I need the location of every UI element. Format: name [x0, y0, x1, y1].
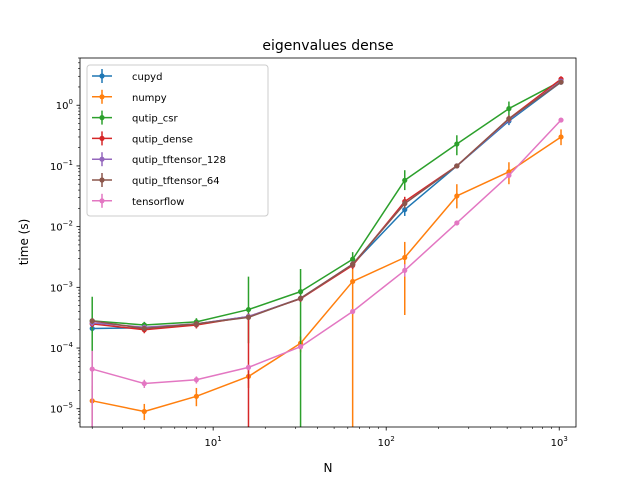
y-tick-label: 10−5 [50, 402, 73, 416]
legend-swatch-marker [99, 156, 105, 162]
series-line-numpy [92, 136, 562, 413]
data-point-qutip-tftensor-64 [245, 314, 252, 320]
legend-entry-tensorflow: tensorflow [92, 193, 184, 208]
data-point-qutip-csr [454, 141, 460, 147]
x-axis-label: N [324, 461, 333, 475]
data-point-tensorflow [402, 267, 408, 274]
data-point-qutip-csr [402, 177, 408, 183]
x-tick-label: 101 [205, 435, 222, 449]
data-point-numpy [193, 393, 199, 399]
legend-label: qutip_dense [132, 134, 193, 145]
legend-entry-qutip-dense: qutip_dense [92, 131, 193, 146]
data-point-tensorflow [245, 364, 252, 370]
legend-label: cupyd [132, 72, 162, 83]
data-point-cupyd [402, 207, 408, 213]
data-point-tensorflow [297, 344, 304, 350]
data-point-qutip-tftensor-64 [454, 163, 460, 169]
legend-entry-numpy: numpy [92, 89, 167, 104]
data-point-numpy [402, 254, 408, 261]
legend-swatch-marker [99, 198, 105, 204]
series-tensorflow [89, 117, 564, 427]
data-point-tensorflow [141, 380, 147, 387]
data-point-numpy [141, 408, 147, 415]
legend-swatch-marker [99, 177, 105, 183]
data-point-qutip-csr [350, 256, 356, 262]
legend-entry-cupyd: cupyd [92, 69, 162, 83]
legend-swatch-marker [99, 135, 105, 141]
legend-label: qutip_tftensor_64 [132, 176, 220, 187]
legend-label: qutip_csr [132, 114, 178, 125]
series-line-tensorflow [92, 119, 562, 385]
data-point-qutip-tftensor-64 [89, 318, 95, 324]
legend-swatch-marker [99, 115, 105, 121]
x-tick-label: 103 [551, 435, 568, 449]
axes-frame [79, 57, 577, 428]
series-line-qutip-tftensor-64 [92, 81, 562, 330]
legend-box [86, 64, 269, 217]
data-point-qutip-tftensor-64 [506, 116, 512, 122]
data-point-qutip-csr [297, 289, 304, 295]
chart-title: eigenvalues dense [262, 38, 393, 54]
data-point-qutip-tftensor-64 [558, 79, 564, 85]
legend: cupyd numpy qutip_csr qutip_dense qutip_tfte… [86, 64, 269, 217]
data-point-qutip-tftensor-64 [402, 200, 408, 207]
data-point-qutip-csr [506, 106, 512, 112]
data-point-tensorflow [558, 117, 564, 123]
data-point-qutip-tftensor-64 [297, 295, 304, 301]
x-tick-label: 102 [378, 435, 395, 449]
legend-entry-qutip-tftensor-128: qutip_tftensor_128 [92, 152, 226, 167]
y-axis-label: time (s) [17, 219, 31, 266]
legend-label: qutip_tftensor_128 [132, 155, 226, 166]
legend-entry-qutip-tftensor-64: qutip_tftensor_64 [92, 173, 220, 187]
plot-area [89, 76, 564, 427]
y-tick-label: 10−3 [50, 280, 73, 294]
axes: 101 102 103 10−5 10−4 10−3 10−2 10−1 100 [50, 57, 577, 449]
data-point-tensorflow [89, 366, 95, 372]
data-point-qutip-tftensor-64 [350, 261, 356, 267]
data-point-tensorflow [506, 172, 512, 178]
data-point-numpy [558, 134, 564, 140]
series-line-qutip-csr [92, 80, 562, 326]
y-tick-label: 100 [56, 98, 73, 112]
legend-swatch-marker [99, 94, 105, 100]
data-point-tensorflow [193, 377, 199, 383]
data-point-numpy [350, 278, 356, 285]
series-qutip-tftensor-64 [89, 79, 564, 332]
data-point-numpy [454, 193, 460, 199]
data-point-qutip-tftensor-64 [193, 321, 199, 327]
data-point-qutip-csr [245, 306, 252, 313]
legend-entry-qutip-csr: qutip_csr [92, 110, 178, 125]
legend-label: tensorflow [132, 197, 184, 208]
y-tick-label: 10−4 [50, 341, 74, 355]
data-point-qutip-tftensor-64 [141, 325, 147, 332]
data-point-tensorflow [350, 308, 356, 315]
legend-swatch-marker [99, 73, 105, 79]
y-tick-label: 10−2 [50, 220, 73, 234]
y-tick-label: 10−1 [50, 159, 73, 173]
legend-label: numpy [132, 93, 167, 104]
data-point-tensorflow [454, 220, 460, 226]
